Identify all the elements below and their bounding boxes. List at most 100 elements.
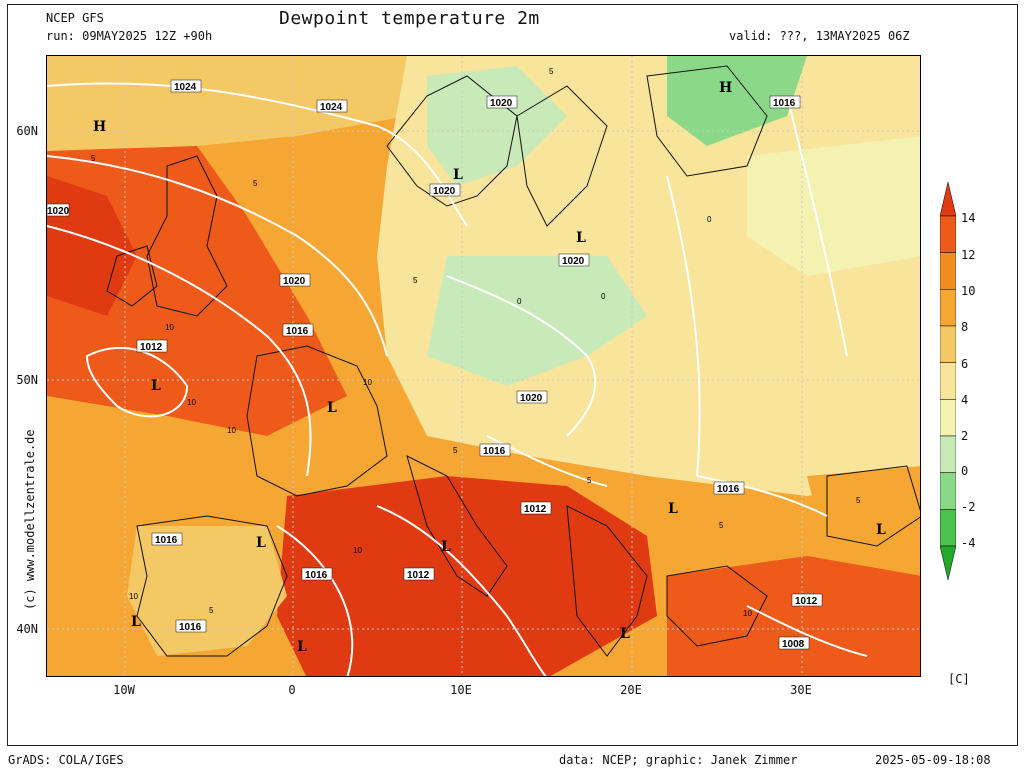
pressure-label: 1016 xyxy=(483,446,506,457)
fill-atlantic-warm xyxy=(47,146,347,436)
dewpoint-label: 10 xyxy=(363,378,372,387)
low-center: L xyxy=(151,378,161,394)
pressure-label: 1020 xyxy=(47,206,70,217)
map-title: Dewpoint temperature 2m xyxy=(279,8,540,29)
pressure-label: 1008 xyxy=(782,639,805,650)
colorbar-segment xyxy=(940,435,956,473)
pressure-label: 1012 xyxy=(524,504,547,515)
dewpoint-label: 5 xyxy=(587,476,592,485)
colorbar-segment xyxy=(940,472,956,510)
dewpoint-label: 10 xyxy=(743,609,752,618)
pressure-label: 1012 xyxy=(407,570,430,581)
lat-label-50n: 50N xyxy=(16,373,38,387)
graphic-credit: data: NCEP; graphic: Janek Zimmer xyxy=(559,753,798,767)
colorbar-segment xyxy=(940,545,956,580)
pressure-label: 1020 xyxy=(490,98,513,109)
dewpoint-label: 5 xyxy=(253,179,258,188)
colorbar-segment xyxy=(940,215,956,253)
model-label: NCEP GFS xyxy=(46,11,104,25)
pressure-label: 1012 xyxy=(795,596,818,607)
dewpoint-labels: 5 5 5 5 10 10 10 10 5 0 0 0 5 5 5 10 10 … xyxy=(91,67,861,618)
pressure-centers: H H L L L L L L L L L L L xyxy=(93,80,886,655)
lon-label-20e: 20E xyxy=(620,683,642,697)
dewpoint-label: 10 xyxy=(353,546,362,555)
pressure-label: 1020 xyxy=(520,393,543,404)
dewpoint-label: 10 xyxy=(165,323,174,332)
map-canvas: 1024 1024 1020 1020 1020 1020 1016 1016 … xyxy=(47,56,920,676)
coastlines xyxy=(106,65,920,657)
colorbar-label: 0 xyxy=(961,464,969,478)
low-center: L xyxy=(297,639,307,655)
colorbar-segment xyxy=(940,289,956,327)
pressure-label: 1016 xyxy=(305,570,328,581)
isobars xyxy=(47,82,868,676)
dewpoint-label: 0 xyxy=(601,292,606,301)
colorbar-segment xyxy=(940,362,956,400)
pressure-label: 1012 xyxy=(140,342,163,353)
low-center: L xyxy=(576,230,586,246)
fill-atlantic-hot xyxy=(47,176,137,316)
fill-finland-cool xyxy=(667,56,807,146)
lon-label-10e: 10E xyxy=(450,683,472,697)
high-center: H xyxy=(719,80,732,96)
pressure-label: 1016 xyxy=(179,622,202,633)
software-credit: GrADS: COLA/IGES xyxy=(8,753,124,767)
colorbar-unit: [C] xyxy=(948,672,970,686)
pressure-label: 1020 xyxy=(562,256,585,267)
colorbar-label: 14 xyxy=(961,211,976,225)
lon-label-10w: 10W xyxy=(113,683,135,697)
fill-russia xyxy=(747,136,920,276)
low-center: L xyxy=(453,167,463,183)
colorbar-label: 12 xyxy=(961,248,976,262)
colorbar-segment xyxy=(940,325,956,363)
fill-iberia xyxy=(127,526,287,656)
colorbar-label: -4 xyxy=(961,536,976,550)
pressure-label: 1016 xyxy=(773,98,796,109)
low-center: L xyxy=(441,539,451,555)
colorbar-label: 8 xyxy=(961,320,969,334)
watermark: (c) www.modellzentrale.de xyxy=(23,429,37,610)
low-center: L xyxy=(131,614,141,630)
dewpoint-label: 10 xyxy=(129,592,138,601)
dewpoint-label: 10 xyxy=(187,398,196,407)
pressure-label: 1020 xyxy=(283,276,306,287)
low-center: L xyxy=(876,522,886,538)
fill-mediterranean xyxy=(277,476,657,676)
lon-label-0: 0 xyxy=(288,683,296,697)
fill-black-sea xyxy=(807,466,920,576)
colorbar-segment xyxy=(940,399,956,437)
dewpoint-label: 5 xyxy=(209,606,214,615)
low-center: L xyxy=(256,535,266,551)
low-center: L xyxy=(620,626,630,642)
colorbar-label: 6 xyxy=(961,357,969,371)
dewpoint-label: 5 xyxy=(453,446,458,455)
colorbar-label: 2 xyxy=(961,429,969,443)
pressure-label-boxes xyxy=(47,79,823,650)
dewpoint-label: 5 xyxy=(549,67,554,76)
dewpoint-label: 5 xyxy=(856,496,861,505)
low-center: L xyxy=(668,501,678,517)
pressure-label: 1016 xyxy=(286,326,309,337)
pressure-label: 1024 xyxy=(320,102,343,113)
fill-north-atlantic xyxy=(47,56,427,151)
fill-aegean xyxy=(667,556,920,676)
pressure-labels: 1024 1024 1020 1020 1020 1020 1016 1016 … xyxy=(47,82,818,650)
pressure-label: 1016 xyxy=(717,484,740,495)
valid-label: valid: ???, 13MAY2025 06Z xyxy=(729,29,910,43)
lat-label-60n: 60N xyxy=(16,124,38,138)
dewpoint-label: 0 xyxy=(707,215,712,224)
dewpoint-label: 5 xyxy=(719,521,724,530)
high-center: H xyxy=(93,119,106,135)
low-center: L xyxy=(327,400,337,416)
dewpoint-label: 0 xyxy=(517,297,522,306)
colorbar-segment xyxy=(940,182,956,217)
dewpoint-label: 5 xyxy=(91,154,96,163)
pressure-label: 1024 xyxy=(174,82,197,93)
colorbar-segment xyxy=(940,509,956,547)
plot-frame xyxy=(7,4,1018,746)
dewpoint-map: 1024 1024 1020 1020 1020 1020 1016 1016 … xyxy=(46,55,921,677)
fill-germany-cool xyxy=(427,256,647,386)
dewpoint-label: 10 xyxy=(227,426,236,435)
colorbar-segment xyxy=(940,252,956,290)
colorbar-label: 10 xyxy=(961,284,976,298)
